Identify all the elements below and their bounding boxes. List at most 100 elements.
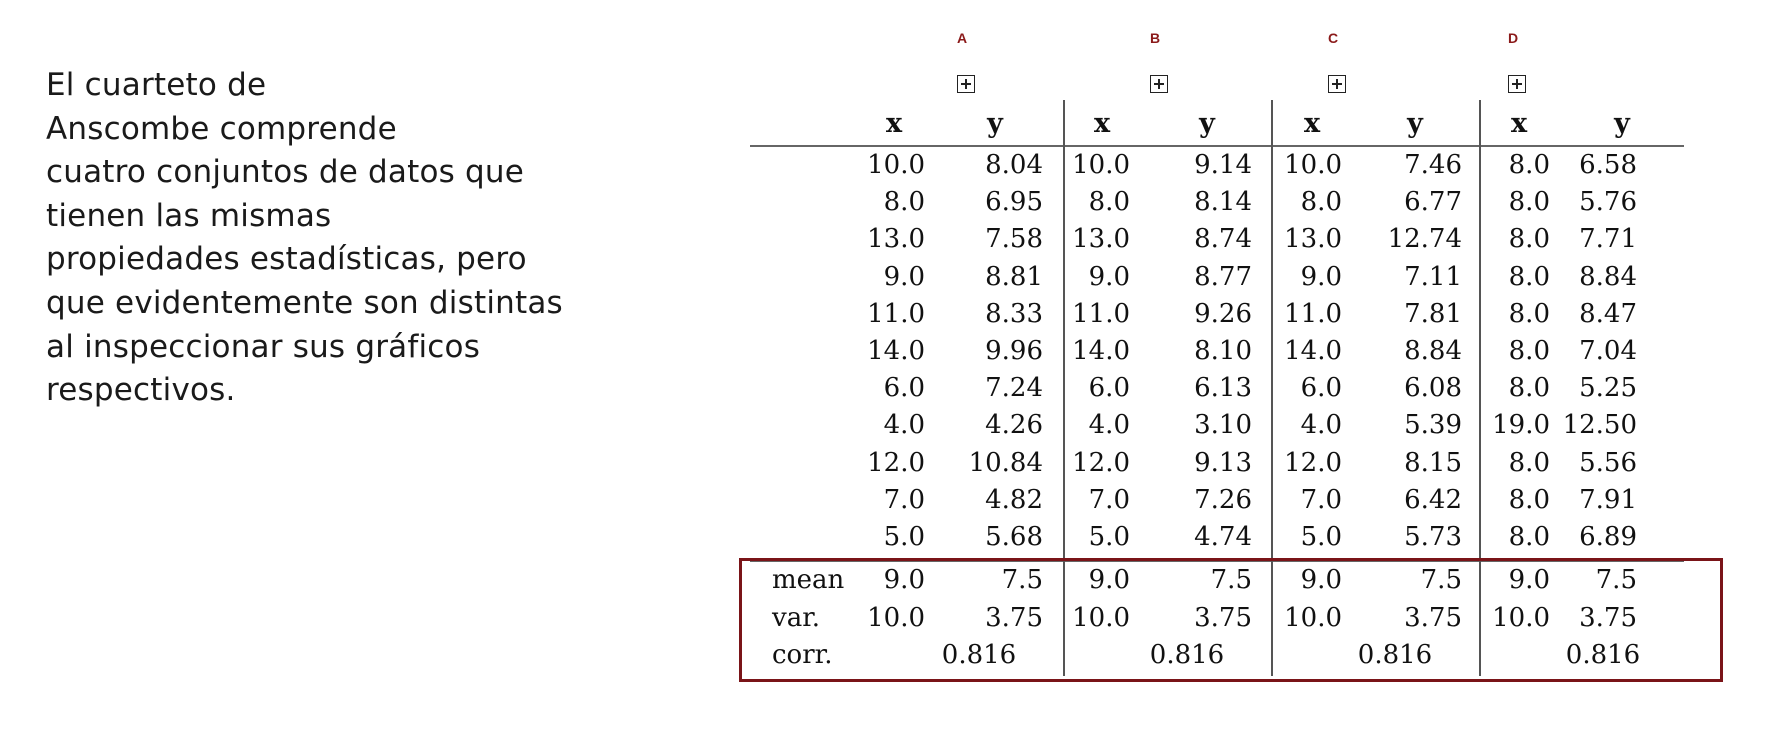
table-cell: 8.33 [985,298,1043,329]
intro-line: tienen las mismas [46,197,332,234]
expand-icon[interactable] [1150,75,1168,93]
stat-cell: 9.0 [1300,565,1342,595]
table-cell: 8.74 [1194,224,1252,255]
set-divider [1063,100,1065,676]
stat-cell: 7.5 [1420,565,1462,595]
table-cell: 6.77 [1404,187,1462,218]
stat-cell: 7.5 [1001,565,1043,595]
intro-line: propiedades estadísticas, pero [46,241,527,278]
table-cell: 14.0 [1284,336,1342,366]
stat-label: corr. [772,640,833,671]
table-cell: 13.0 [1072,224,1130,255]
column-header: x [885,108,903,139]
table-cell: 4.26 [985,410,1043,441]
expand-icon[interactable] [957,75,975,93]
table-cell: 5.39 [1404,410,1462,441]
table-cell: 10.84 [968,447,1043,478]
set-divider [1271,100,1273,676]
table-cell: 7.46 [1404,150,1462,180]
table-cell: 9.96 [985,336,1043,366]
stat-cell: 9.0 [883,565,925,595]
stat-cell: 3.75 [1194,602,1252,633]
set-label: C [1328,30,1339,46]
table-cell: 8.0 [1300,187,1342,218]
table-cell: 6.13 [1194,373,1252,404]
column-header: y [1407,108,1423,139]
intro-line: cuatro conjuntos de datos que [46,154,525,191]
table-cell: 8.84 [1404,336,1462,366]
table-cell: 5.56 [1579,447,1637,478]
column-header: y [1199,108,1215,139]
table-cell: 7.71 [1579,224,1637,255]
stat-cell: 7.5 [1210,565,1252,595]
table-cell: 19.0 [1492,410,1550,441]
table-cell: 8.14 [1194,187,1252,218]
stats-divider [750,560,1684,562]
stat-cell: 3.75 [1404,602,1462,633]
corr-cell: 0.816 [1149,640,1225,671]
intro-line: que evidentemente son distintas [46,284,563,321]
table-cell: 6.58 [1579,150,1637,180]
intro-paragraph: El cuarteto de Anscombe comprende cuatro c… [46,64,626,413]
stat-label: var. [772,602,821,633]
table-cell: 8.0 [1508,224,1550,255]
table-cell: 6.95 [985,187,1043,218]
table-cell: 12.74 [1387,224,1462,255]
stat-cell: 10.0 [1072,602,1130,633]
table-cell: 4.0 [1088,410,1130,441]
table-cell: 6.0 [1088,373,1130,404]
table-cell: 4.0 [1300,410,1342,441]
table-cell: 8.0 [1508,373,1550,404]
table-cell: 5.0 [1300,522,1342,552]
table-cell: 9.26 [1194,298,1252,329]
stat-cell: 3.75 [1579,602,1637,633]
expand-icon[interactable] [1508,75,1526,93]
table-cell: 9.0 [883,261,925,292]
table-cell: 7.91 [1579,484,1637,515]
table-cell: 10.0 [1072,150,1130,180]
table-cell: 5.0 [1088,522,1130,552]
stats-highlight-box [739,558,1723,682]
table-cell: 4.74 [1194,522,1252,552]
table-cell: 8.15 [1404,447,1462,478]
column-header: y [1614,108,1630,139]
table-cell: 7.58 [985,224,1043,255]
table-cell: 7.04 [1579,336,1637,366]
table-cell: 7.24 [985,373,1043,404]
table-cell: 7.0 [1088,484,1130,515]
table-cell: 9.14 [1194,150,1252,180]
corr-cell: 0.816 [941,640,1017,671]
stat-cell: 9.0 [1508,565,1550,595]
intro-line: Anscombe comprende [46,110,397,147]
intro-line: respectivos. [46,372,236,409]
table-cell: 7.0 [1300,484,1342,515]
table-cell: 10.0 [867,150,925,180]
table-cell: 8.10 [1194,336,1252,366]
table-cell: 14.0 [867,336,925,366]
table-cell: 7.11 [1404,261,1462,292]
table-cell: 10.0 [1284,150,1342,180]
table-cell: 8.0 [1508,522,1550,552]
table-cell: 5.73 [1404,522,1462,552]
table-cell: 8.0 [1508,187,1550,218]
table-cell: 5.68 [985,522,1043,552]
expand-icon[interactable] [1328,75,1346,93]
table-cell: 8.04 [985,150,1043,180]
stat-cell: 10.0 [867,602,925,633]
table-cell: 12.0 [1072,447,1130,478]
table-cell: 7.0 [883,484,925,515]
table-cell: 6.42 [1404,484,1462,515]
table-cell: 7.26 [1194,484,1252,515]
set-label: D [1508,30,1519,46]
table-cell: 6.0 [883,373,925,404]
column-header: x [1510,108,1528,139]
set-label: A [957,30,968,46]
table-cell: 5.25 [1579,373,1637,404]
table-cell: 8.47 [1579,298,1637,329]
table-cell: 13.0 [1284,224,1342,255]
table-cell: 8.0 [1508,261,1550,292]
table-cell: 8.0 [1508,447,1550,478]
table-cell: 13.0 [867,224,925,255]
table-cell: 4.82 [985,484,1043,515]
stat-cell: 9.0 [1088,565,1130,595]
